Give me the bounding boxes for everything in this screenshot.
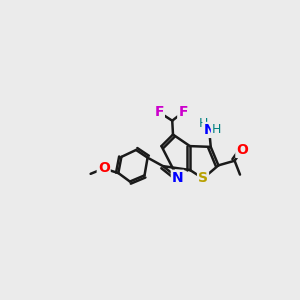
Text: N: N xyxy=(203,123,215,137)
Text: H: H xyxy=(198,117,208,130)
Text: S: S xyxy=(198,172,208,185)
Text: O: O xyxy=(98,161,109,176)
Text: O: O xyxy=(236,143,248,157)
Text: H: H xyxy=(212,123,221,136)
Text: F: F xyxy=(154,105,164,119)
Text: N: N xyxy=(172,171,183,185)
Text: F: F xyxy=(178,105,188,119)
